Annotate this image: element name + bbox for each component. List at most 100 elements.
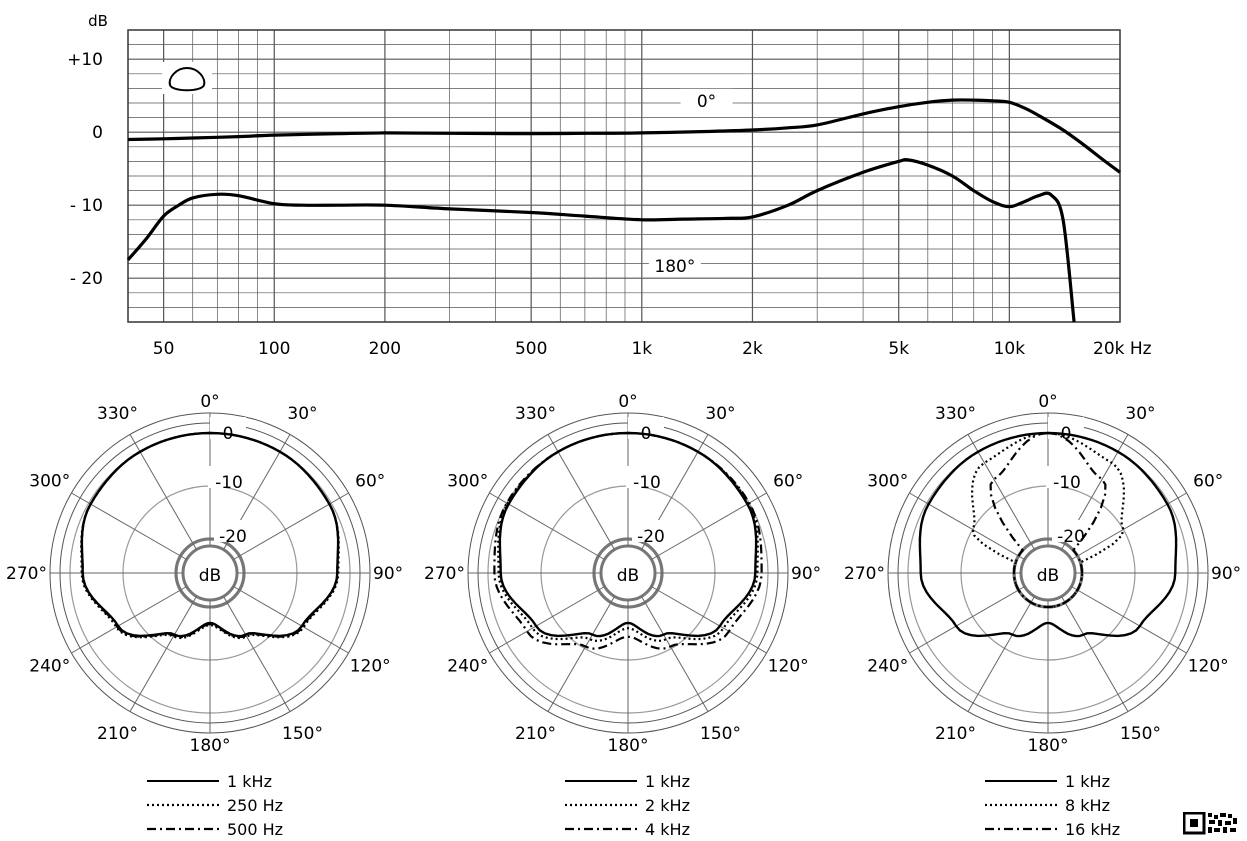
- polar-spoke: [641, 596, 709, 712]
- freq-frame: [127, 29, 1121, 323]
- freq-x-tick-label: 1k: [631, 339, 652, 359]
- polar-center-label: dB: [199, 566, 221, 586]
- polar-ring-label-bg: [1052, 520, 1088, 542]
- polar-ring-label: -10: [215, 473, 243, 493]
- polar-ring-label-bg: [208, 466, 244, 488]
- polar-angle-label: 0°: [1038, 392, 1057, 412]
- polar-angle-label: 90°: [373, 564, 403, 584]
- freq-x-tick-label: 20k Hz: [1093, 339, 1152, 359]
- polar-angle-label: 90°: [791, 564, 821, 584]
- freq-series-0: [127, 98, 1121, 174]
- cardioid-pattern-icon: [168, 66, 206, 92]
- polar-spoke: [967, 596, 1035, 712]
- freq-series-label-bg: [648, 253, 701, 277]
- polar-ring-label: 0: [223, 424, 234, 444]
- polar-spoke: [547, 434, 615, 550]
- polar-angle-label: 60°: [1193, 472, 1223, 492]
- freq-x-tick-label: 10k: [994, 339, 1026, 359]
- freq-x-tick-label: 500: [515, 339, 547, 359]
- polar-angle-label: 300°: [29, 472, 70, 492]
- polar-angle-label: 0°: [200, 392, 219, 412]
- polar-angle-label: 90°: [1211, 564, 1241, 584]
- legend-label: 1 kHz: [1065, 772, 1110, 791]
- polar-ring-label: 0: [641, 424, 652, 444]
- polar-angle-label: 300°: [447, 472, 488, 492]
- polar-chart-mid: 0 -10 -20 dB 0° 30° 60° 90° 120° 150° 180° 210° 240°…: [424, 392, 821, 839]
- polar-angle-label: 180°: [190, 736, 231, 756]
- polar-ring-label: -20: [1057, 527, 1085, 547]
- polar-ring-label: -10: [1053, 473, 1081, 493]
- freq-series-1: [126, 157, 1076, 323]
- polar-angle-label: 150°: [282, 724, 323, 744]
- polar-spoke: [129, 596, 197, 712]
- freq-x-tick-label: 5k: [888, 339, 909, 359]
- polar-spoke: [489, 586, 605, 654]
- polar-angle-label: 300°: [867, 472, 908, 492]
- polar-angle-label: 210°: [97, 724, 138, 744]
- polar-angle-label: 0°: [618, 392, 637, 412]
- polar-spoke: [1071, 586, 1187, 654]
- polar-angle-label: 270°: [6, 564, 47, 584]
- legend-label: 250 Hz: [227, 796, 283, 815]
- freq-series-label-bg: [680, 88, 733, 112]
- freq-y-tick-label: - 10: [70, 196, 103, 216]
- polar-spoke: [909, 586, 1025, 654]
- polar-angle-label: 150°: [1120, 724, 1161, 744]
- polar-spoke: [1061, 596, 1129, 712]
- polar-angle-label: 30°: [287, 404, 317, 424]
- polar-angle-label: 240°: [447, 657, 488, 677]
- freq-series-label: 180°: [654, 257, 695, 277]
- legend-label: 2 kHz: [645, 796, 690, 815]
- polar-spoke: [71, 586, 187, 654]
- polar-center-label: dB: [617, 566, 639, 586]
- polar-spoke: [547, 596, 615, 712]
- polar-spoke: [967, 434, 1035, 550]
- polar-angle-label: 120°: [350, 657, 391, 677]
- freq-y-axis-label: dB: [88, 12, 108, 30]
- polar-chart-high: 0 -10 -20 dB 0° 30° 60° 90° 120° 150° 180° 210° 240°…: [844, 392, 1241, 839]
- freq-y-tick-label: - 20: [70, 269, 103, 289]
- polar-spoke: [651, 586, 767, 654]
- polar-spoke: [223, 596, 291, 712]
- polar-ring-label-bg: [1046, 466, 1082, 488]
- polar-series-2: [493, 431, 763, 650]
- polar-angle-label: 60°: [773, 472, 803, 492]
- polar-angle-label: 330°: [515, 404, 556, 424]
- legend-label: 1 kHz: [645, 772, 690, 791]
- polar-ring-label-bg: [632, 520, 668, 542]
- polar-angle-label: 180°: [1028, 736, 1069, 756]
- polar-angle-label: 240°: [867, 657, 908, 677]
- legend-label: 1 kHz: [227, 772, 272, 791]
- polar-ring-label-bg: [214, 520, 250, 542]
- polar-center-label: dB: [1037, 566, 1059, 586]
- polar-ring-label: -20: [637, 527, 665, 547]
- qr-code-icon: [1183, 812, 1237, 835]
- polar-angle-label: 180°: [608, 736, 649, 756]
- freq-y-tick-label: 0: [92, 123, 103, 143]
- legend-label: 500 Hz: [227, 820, 283, 839]
- polar-angle-label: 150°: [700, 724, 741, 744]
- freq-series-label: 0°: [697, 92, 716, 112]
- freq-x-tick-label: 2k: [742, 339, 763, 359]
- freq-x-tick-label: 200: [369, 339, 401, 359]
- polar-angle-label: 270°: [424, 564, 465, 584]
- polar-angle-label: 330°: [935, 404, 976, 424]
- polar-chart-low: 0 -10 -20 dB 0° 30° 60° 90° 120° 150° 180° 210° 240°…: [6, 392, 403, 839]
- polar-angle-label: 270°: [844, 564, 885, 584]
- polar-ring-label-bg: [626, 466, 662, 488]
- polar-spoke: [129, 434, 197, 550]
- polar-angle-label: 30°: [1125, 404, 1155, 424]
- frequency-response-chart: 50 100 200 500 1k 2k 5k 10k 20k Hz +10 0 - 10 - 20 dB…: [67, 12, 1152, 359]
- polar-angle-label: 330°: [97, 404, 138, 424]
- polar-angle-label: 30°: [705, 404, 735, 424]
- polar-series-0: [918, 431, 1178, 638]
- legend-label: 8 kHz: [1065, 796, 1110, 815]
- polar-spoke: [233, 586, 349, 654]
- freq-x-tick-label: 50: [153, 339, 175, 359]
- pattern-icon-bg: [162, 62, 212, 94]
- polar-ring-label: -20: [219, 527, 247, 547]
- legend-label: 16 kHz: [1065, 820, 1120, 839]
- polar-angle-label: 210°: [935, 724, 976, 744]
- polar-ring-label: -10: [633, 473, 661, 493]
